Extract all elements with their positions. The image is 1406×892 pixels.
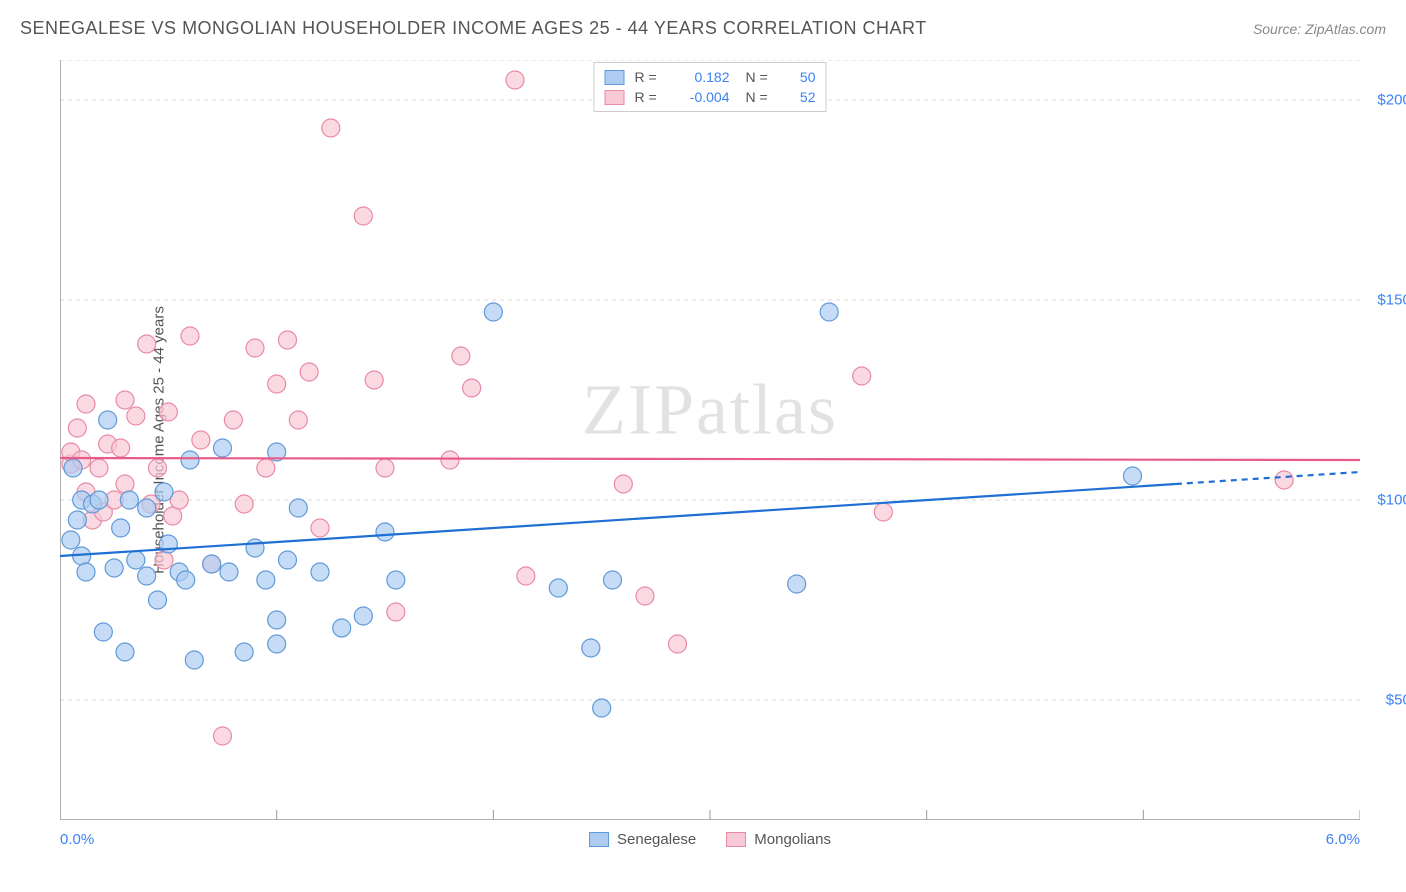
legend-swatch-mongolians (726, 832, 746, 847)
y-tick-label: $200,000 (1377, 92, 1406, 109)
x-axis-min-label: 0.0% (60, 831, 94, 848)
stats-row-senegalese: R = 0.182 N = 50 (605, 67, 816, 87)
swatch-mongolians (605, 90, 625, 105)
n-label: N = (746, 89, 776, 105)
swatch-senegalese (605, 70, 625, 85)
chart-title: SENEGALESE VS MONGOLIAN HOUSEHOLDER INCO… (20, 18, 927, 39)
n-value-senegalese: 50 (786, 69, 816, 85)
x-axis-max-label: 6.0% (1326, 831, 1360, 848)
r-value-mongolians: -0.004 (675, 89, 730, 105)
legend-item-senegalese: Senegalese (589, 831, 696, 848)
n-value-mongolians: 52 (786, 89, 816, 105)
bottom-legend: Senegalese Mongolians (589, 831, 831, 848)
chart-header: SENEGALESE VS MONGOLIAN HOUSEHOLDER INCO… (20, 18, 1386, 39)
scatter-plot (60, 60, 1360, 820)
stats-legend: R = 0.182 N = 50 R = -0.004 N = 52 (594, 62, 827, 112)
legend-label-mongolians: Mongolians (754, 831, 831, 848)
legend-label-senegalese: Senegalese (617, 831, 696, 848)
r-label: R = (635, 69, 665, 85)
n-label: N = (746, 69, 776, 85)
y-tick-label: $50,000 (1386, 692, 1406, 709)
chart-area: Householder Income Ages 25 - 44 years ZI… (60, 60, 1360, 820)
y-tick-label: $100,000 (1377, 492, 1406, 509)
legend-item-mongolians: Mongolians (726, 831, 831, 848)
chart-source: Source: ZipAtlas.com (1253, 21, 1386, 37)
r-value-senegalese: 0.182 (675, 69, 730, 85)
stats-row-mongolians: R = -0.004 N = 52 (605, 87, 816, 107)
r-label: R = (635, 89, 665, 105)
y-tick-label: $150,000 (1377, 292, 1406, 309)
legend-swatch-senegalese (589, 832, 609, 847)
